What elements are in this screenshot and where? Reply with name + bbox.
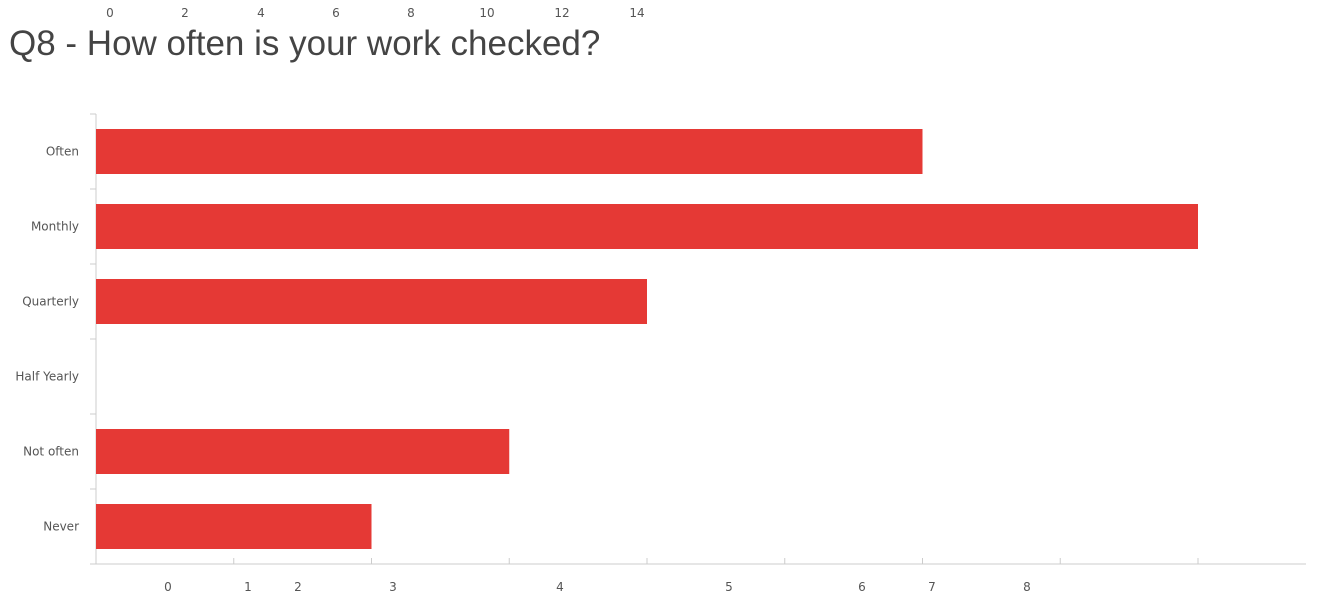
x-tick-label: 1	[244, 580, 252, 594]
top-axis: 0 2 4 6 8 10 12 14	[0, 0, 1318, 24]
top-tick-label: 10	[479, 6, 495, 20]
x-tick-label: 6	[858, 580, 866, 594]
category-label: Often	[46, 145, 79, 159]
category-label: Not often	[23, 445, 79, 459]
x-tick-label: 4	[556, 580, 564, 594]
top-tick-label: 2	[181, 6, 189, 20]
x-tick-label: 3	[389, 580, 397, 594]
x-tick-label: 0	[164, 580, 172, 594]
x-tick-label: 8	[1023, 580, 1031, 594]
top-tick-label: 8	[407, 6, 415, 20]
x-tick-label: 5	[725, 580, 733, 594]
top-tick-label: 4	[257, 6, 265, 20]
bar	[96, 279, 647, 324]
top-tick-label: 6	[332, 6, 340, 20]
bar	[96, 129, 923, 174]
bar	[96, 204, 1198, 249]
category-label: Quarterly	[22, 295, 79, 309]
category-label: Half Yearly	[15, 370, 79, 384]
bar	[96, 504, 372, 549]
top-tick-label: 12	[554, 6, 570, 20]
x-tick-label: 2	[294, 580, 302, 594]
category-label: Never	[43, 520, 79, 534]
bar	[96, 429, 510, 474]
category-label: Monthly	[31, 220, 79, 234]
top-tick-label: 14	[629, 6, 645, 20]
chart-title: Q8 - How often is your work checked?	[9, 24, 601, 63]
x-tick-label: 7	[928, 580, 936, 594]
top-tick-label: 0	[106, 6, 114, 20]
